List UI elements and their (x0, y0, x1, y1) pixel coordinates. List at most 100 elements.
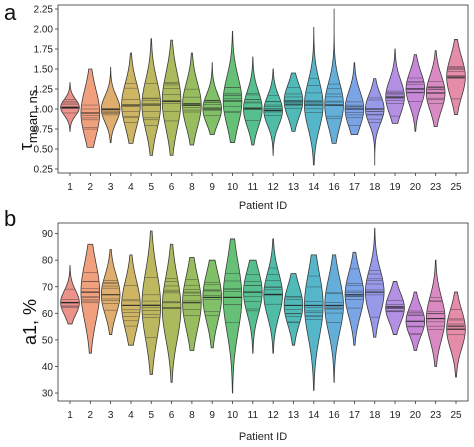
violin-body (182, 257, 202, 351)
xtick-label: 8 (189, 410, 195, 421)
violin-patient-12 (263, 238, 283, 354)
violin-patient-8 (182, 52, 202, 146)
violin-patient-16 (324, 8, 344, 144)
xtick-label: 14 (308, 410, 320, 421)
violin-patient-10 (222, 31, 243, 143)
violin-body (100, 249, 121, 335)
xtick-label: 14 (308, 182, 320, 193)
xtick-label: 17 (349, 182, 361, 193)
xtick-label: 6 (169, 182, 175, 193)
violin-body (222, 31, 243, 143)
violin-patient-25 (446, 291, 466, 378)
violin-body (344, 251, 365, 346)
xtick-label: 3 (108, 182, 114, 193)
xtick-label: 23 (430, 410, 442, 421)
violin-patient-9 (202, 259, 222, 349)
violin-patient-11 (243, 56, 263, 146)
xtick-label: 12 (268, 410, 280, 421)
violin-patient-4 (121, 254, 141, 346)
violin-patient-18 (364, 227, 385, 338)
panel-a-violins (60, 8, 466, 166)
xtick-label: 5 (148, 182, 154, 193)
xtick-label: 13 (288, 410, 300, 421)
panel-b-frame (57, 222, 469, 402)
ytick-label: 1.25 (34, 85, 54, 96)
panel-b-xticks: 1 2 3 4 5 6 8 9 10 11 12 13 14 16 17 18 19 20 23 25 (67, 401, 462, 421)
panel-b-ylabel-main: a1, % (20, 299, 40, 345)
violin-patient-13 (283, 72, 304, 132)
panel-a-ylabel-sub: mean, ns (25, 89, 40, 143)
panel-b-letter: b (4, 206, 16, 231)
xtick-label: 25 (450, 410, 462, 421)
panel-b-ylabel: a1, % (20, 299, 40, 345)
violin-body (80, 243, 101, 354)
ytick-label: 60 (42, 309, 54, 320)
xtick-label: 10 (227, 182, 239, 193)
violin-patient-14 (304, 27, 324, 166)
panel-a-yticks: 0.25 0.50 0.75 1.00 1.25 1.50 1.75 2.00 2.25 (34, 5, 58, 176)
panel-a-xlabel: Patient ID (239, 200, 287, 212)
violin-body (425, 50, 446, 127)
violin-patient-25 (446, 39, 466, 115)
violin-patient-1 (60, 82, 80, 132)
xtick-label: 9 (209, 410, 215, 421)
xtick-label: 16 (329, 182, 341, 193)
panel-a-ylabel-main: τ (16, 143, 36, 150)
violin-body (344, 62, 365, 135)
xtick-label: 3 (108, 410, 114, 421)
xtick-label: 2 (88, 182, 94, 193)
ytick-label: 2.25 (34, 5, 54, 16)
violin-patient-17 (344, 251, 365, 346)
xtick-label: 1 (67, 410, 73, 421)
violin-patient-20 (405, 291, 426, 351)
violin-body (161, 243, 182, 383)
violin-patient-11 (243, 259, 263, 354)
xtick-label: 19 (389, 410, 401, 421)
violin-body (364, 227, 385, 338)
xtick-label: 4 (128, 410, 134, 421)
violin-body (243, 259, 263, 354)
violin-body (385, 48, 405, 124)
xtick-label: 4 (128, 182, 134, 193)
violin-body (364, 78, 385, 166)
panel-a-ylabel: τmean, ns (16, 89, 40, 150)
violin-patient-20 (405, 54, 426, 132)
violin-body (283, 72, 304, 132)
xtick-label: 1 (67, 182, 73, 193)
violin-patient-19 (385, 281, 405, 335)
panel-a-xticks: 1 2 3 4 5 6 8 9 10 11 12 13 14 16 17 18 19 20 23 25 (67, 173, 462, 193)
panel-b-xlabel: Patient ID (239, 431, 287, 443)
xtick-label: 12 (268, 182, 280, 193)
ytick-label: 30 (42, 389, 54, 400)
ytick-label: 0.50 (34, 145, 54, 156)
violin-patient-12 (263, 68, 283, 156)
ytick-label: 1.75 (34, 45, 54, 56)
violin-body (80, 68, 101, 148)
xtick-label: 25 (450, 182, 462, 193)
xtick-label: 20 (410, 410, 422, 421)
violin-body (60, 265, 80, 325)
violin-patient-13 (283, 273, 304, 346)
xtick-label: 8 (189, 182, 195, 193)
violin-body (324, 254, 344, 383)
panel-b-violins (60, 227, 466, 394)
violin-body (304, 27, 324, 166)
xtick-label: 11 (248, 410, 259, 421)
violin-body (324, 8, 344, 144)
xtick-label: 18 (369, 410, 381, 421)
violin-patient-4 (121, 52, 141, 144)
ytick-label: 0.75 (34, 125, 54, 136)
violin-patient-17 (344, 62, 365, 135)
panel-a-letter: a (4, 0, 17, 25)
ytick-label: 0.25 (34, 165, 54, 176)
violin-patient-23 (425, 50, 446, 127)
xtick-label: 9 (209, 182, 215, 193)
ytick-label: 40 (42, 362, 54, 373)
violin-patient-6 (161, 39, 182, 156)
violin-body (161, 39, 182, 156)
violin-patient-2 (80, 243, 101, 354)
violin-body (263, 238, 283, 354)
violin-patient-5 (141, 38, 162, 156)
